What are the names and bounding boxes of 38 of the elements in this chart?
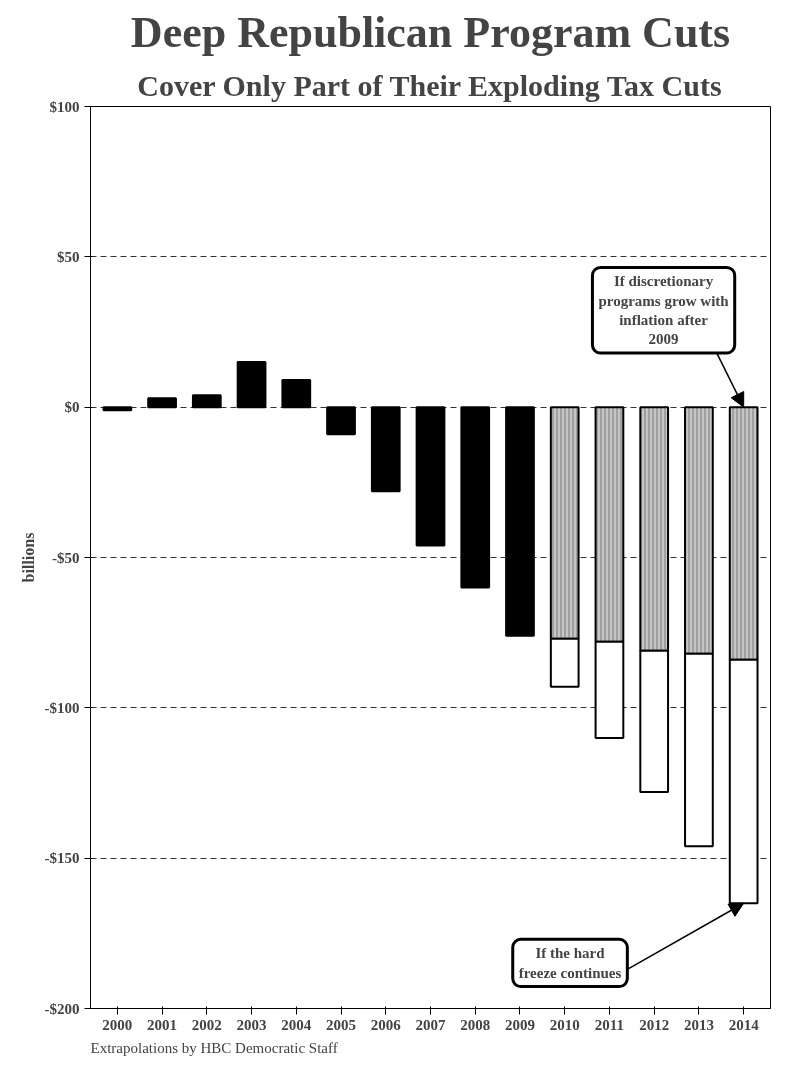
x-tick-label: 2013 — [683, 1016, 714, 1033]
x-tick-label: 2012 — [639, 1016, 670, 1033]
annotation: If discretionary programs grow with inflation after 2009 — [598, 273, 730, 348]
text: Extrapolations by HBC Democratic Staff — [90, 1039, 338, 1056]
x-tick-label: 2011 — [594, 1016, 625, 1033]
bar — [415, 406, 446, 547]
x-tick-label: 2007 — [415, 1016, 446, 1033]
annotation: If the hard freeze continues — [518, 945, 622, 981]
bar — [370, 406, 401, 493]
bar — [102, 406, 133, 412]
x-tick-label: 2005 — [326, 1016, 357, 1033]
x-tick-label: 2003 — [236, 1016, 267, 1033]
x-tick-label: 2004 — [281, 1016, 312, 1033]
y-tick-label: -$150 — [44, 850, 80, 867]
x-tick-label: 2009 — [504, 1016, 535, 1033]
bar — [281, 379, 312, 409]
y-tick-label: $100 — [49, 98, 80, 115]
chart-subtitle: Cover Only Part of Their Exploding Tax Cuts — [137, 68, 722, 102]
bar — [147, 397, 177, 409]
x-tick-label: 2006 — [370, 1016, 402, 1033]
x-tick-label: 2001 — [147, 1016, 178, 1033]
x-tick-label: 2010 — [549, 1016, 580, 1033]
bar — [505, 406, 535, 637]
y-tick-label: -$200 — [44, 1000, 80, 1017]
x-tick-label: 2002 — [191, 1016, 222, 1033]
y-tick-label: $50 — [57, 248, 80, 265]
y-tick-label: -$100 — [44, 699, 80, 716]
y-tick-label: $0 — [64, 399, 80, 416]
bar — [191, 394, 222, 409]
bar — [326, 406, 356, 436]
x-tick-label: 2008 — [460, 1016, 491, 1033]
y-tick-label: -$50 — [52, 549, 80, 566]
x-tick-label: 2000 — [102, 1016, 133, 1033]
y-axis-title: billions — [19, 532, 37, 583]
bar — [460, 406, 491, 589]
x-tick-label: 2014 — [728, 1016, 760, 1033]
bar — [236, 361, 267, 409]
chart-title: Deep Republican Program Cuts — [130, 7, 731, 57]
